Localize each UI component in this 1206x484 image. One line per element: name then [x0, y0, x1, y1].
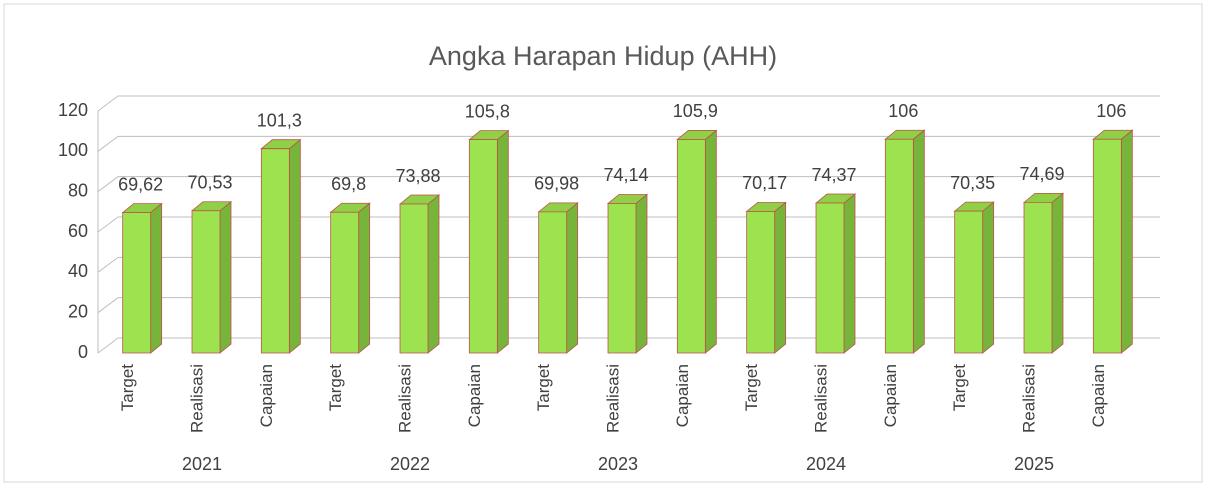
- bar-front: [399, 203, 429, 354]
- x-tick-label: Target: [534, 364, 553, 412]
- bar: [398, 194, 441, 354]
- bar-side: [843, 193, 856, 354]
- y-tick-label: 20: [68, 301, 88, 321]
- data-label: 106: [1096, 101, 1126, 121]
- group-label: 2024: [806, 454, 846, 474]
- y-tick-label: 80: [68, 180, 88, 200]
- bar-front: [884, 138, 914, 354]
- bar-side: [982, 201, 995, 354]
- group-label: 2023: [598, 454, 638, 474]
- grid-line: [97, 297, 1160, 314]
- bar-side: [635, 193, 648, 354]
- grid-line: [97, 176, 1160, 193]
- x-tick-label: Realisasi: [1019, 364, 1038, 433]
- data-label: 70,17: [742, 173, 787, 193]
- y-tick-label: 60: [68, 221, 88, 241]
- grid-line: [97, 135, 1160, 152]
- bar: [190, 200, 233, 354]
- y-tick-label: 100: [58, 140, 88, 160]
- x-tick-label: Target: [950, 364, 969, 412]
- data-label: 105,8: [465, 101, 510, 121]
- bar-front: [538, 211, 568, 354]
- x-tick-label: Capaian: [881, 364, 900, 427]
- x-tick-label: Capaian: [257, 364, 276, 427]
- bar-front: [330, 211, 360, 354]
- grid-line: [97, 337, 1160, 354]
- bar: [745, 201, 787, 354]
- bar-side: [358, 202, 371, 354]
- data-label: 70,35: [950, 173, 995, 193]
- bar-front: [260, 148, 290, 354]
- bar-front: [468, 139, 498, 354]
- data-label: 101,3: [257, 110, 302, 130]
- bar: [1092, 129, 1134, 354]
- x-tick-label: Capaian: [1089, 364, 1108, 427]
- bar-side: [704, 129, 717, 354]
- x-tick-label: Realisasi: [187, 364, 206, 433]
- bar-side: [496, 129, 509, 354]
- bar: [1022, 192, 1065, 354]
- bar-front: [746, 211, 776, 354]
- bar-front: [954, 210, 984, 354]
- x-tick-label: Capaian: [673, 364, 692, 427]
- data-label: 70,53: [187, 173, 232, 193]
- bar-side: [288, 138, 301, 354]
- bar-side: [1051, 192, 1064, 354]
- bar-front: [191, 210, 221, 354]
- x-tick-label: Realisasi: [603, 364, 622, 433]
- bar: [329, 202, 371, 354]
- bar-side: [150, 202, 163, 354]
- data-label: 73,88: [395, 166, 440, 186]
- grid-line: [97, 95, 1160, 112]
- x-tick-label: Target: [326, 364, 345, 412]
- group-label: 2022: [390, 454, 430, 474]
- x-tick-label: Target: [118, 364, 137, 412]
- bar-side: [219, 200, 232, 354]
- bar-side: [774, 201, 787, 354]
- x-tick-label: Realisasi: [395, 364, 414, 433]
- bar: [953, 201, 995, 354]
- bar: [121, 202, 163, 354]
- grid-line: [97, 216, 1160, 233]
- bar: [468, 129, 510, 354]
- bar: [537, 202, 579, 354]
- data-label: 69,62: [118, 174, 163, 194]
- bar: [606, 193, 649, 354]
- bar-front: [122, 212, 152, 354]
- data-label: 69,8: [331, 174, 366, 194]
- data-label: 74,69: [1019, 164, 1064, 184]
- bar: [884, 129, 926, 354]
- group-label: 2025: [1014, 454, 1054, 474]
- y-tick-label: 40: [68, 261, 88, 281]
- bar: [676, 129, 718, 354]
- x-tick-label: Capaian: [465, 364, 484, 427]
- data-label: 74,37: [811, 165, 856, 185]
- grid-line: [97, 256, 1160, 273]
- y-tick-label: 0: [78, 342, 88, 362]
- x-tick-label: Target: [742, 364, 761, 412]
- bar-front: [1023, 201, 1053, 354]
- data-label: 69,98: [534, 174, 579, 194]
- bar-front: [676, 139, 706, 354]
- bar-front: [815, 202, 845, 354]
- bar-front: [1092, 138, 1122, 354]
- bar-side: [566, 202, 579, 354]
- data-label: 105,9: [673, 101, 718, 121]
- bar-side: [1120, 129, 1133, 354]
- y-tick-label: 120: [58, 100, 88, 120]
- bar-side: [427, 194, 440, 354]
- data-label: 74,14: [603, 165, 648, 185]
- x-tick-label: Realisasi: [811, 364, 830, 433]
- bar-front: [607, 203, 637, 354]
- bar-side: [912, 129, 925, 354]
- chart-title: Angka Harapan Hidup (AHH): [429, 41, 777, 71]
- bar: [814, 193, 857, 354]
- data-label: 106: [888, 101, 918, 121]
- group-label: 2021: [182, 454, 222, 474]
- bar: [260, 138, 302, 354]
